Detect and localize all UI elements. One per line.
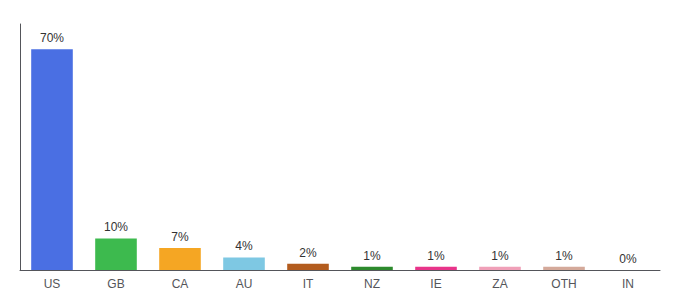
svg-text:70%: 70% — [40, 31, 64, 45]
svg-text:GB: GB — [107, 277, 124, 291]
svg-text:1%: 1% — [491, 249, 509, 263]
svg-text:10%: 10% — [104, 220, 128, 234]
svg-text:ZA: ZA — [492, 277, 507, 291]
svg-text:CA: CA — [172, 277, 189, 291]
svg-text:IT: IT — [303, 277, 314, 291]
svg-text:2%: 2% — [299, 246, 317, 260]
svg-text:4%: 4% — [235, 239, 253, 253]
svg-text:0%: 0% — [619, 252, 637, 266]
svg-text:NZ: NZ — [364, 277, 380, 291]
svg-text:US: US — [44, 277, 61, 291]
svg-text:1%: 1% — [363, 249, 381, 263]
svg-text:AU: AU — [236, 277, 253, 291]
svg-text:1%: 1% — [427, 249, 445, 263]
svg-text:IN: IN — [622, 277, 634, 291]
svg-text:IE: IE — [430, 277, 441, 291]
svg-text:7%: 7% — [171, 230, 189, 244]
svg-text:OTH: OTH — [551, 277, 576, 291]
svg-text:1%: 1% — [555, 249, 573, 263]
